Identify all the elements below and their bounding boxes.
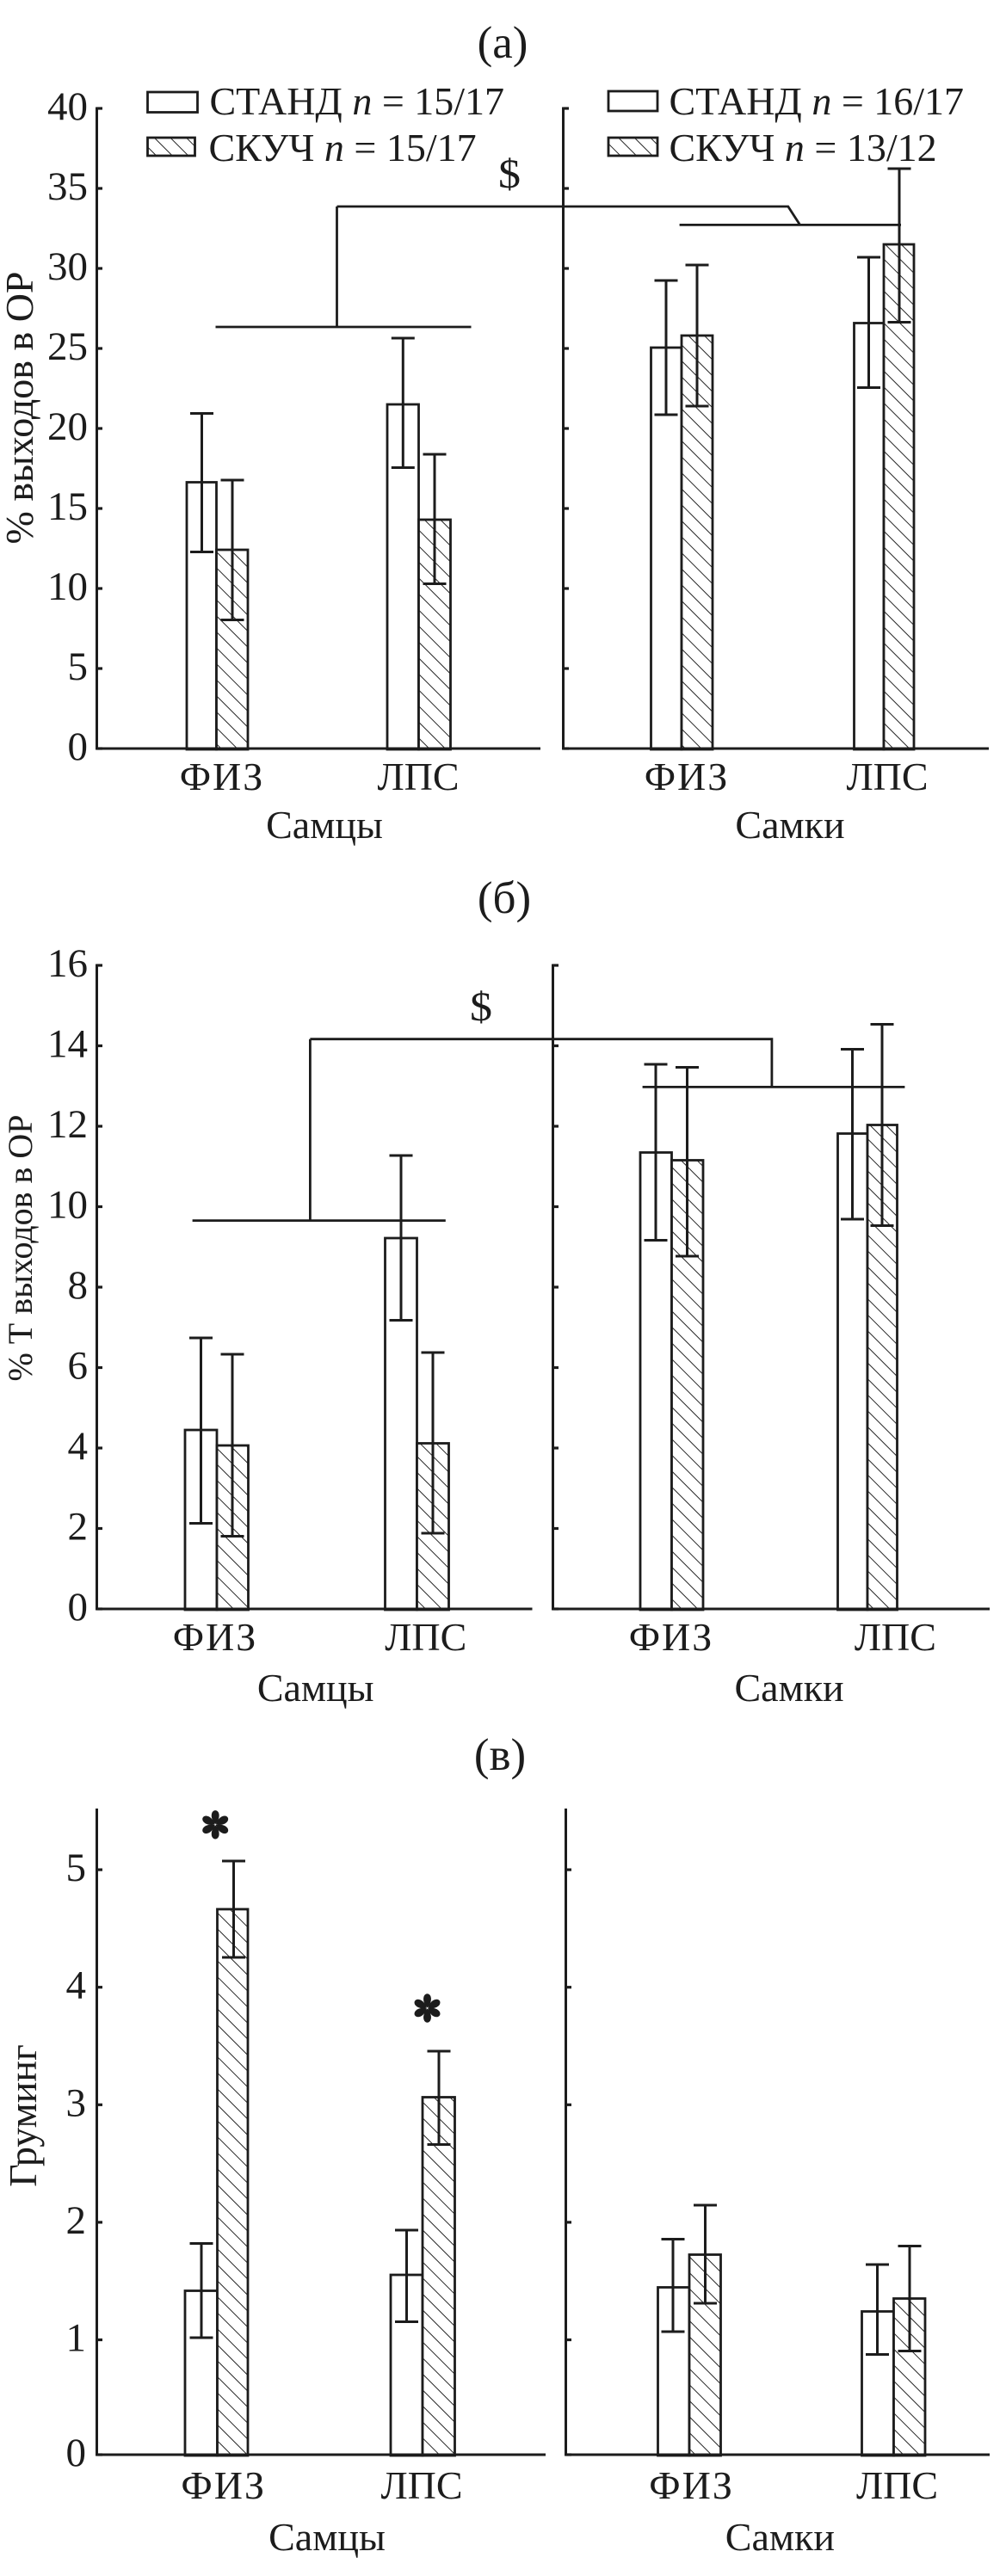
svg-text:40: 40	[47, 84, 88, 129]
svg-text:4: 4	[68, 1424, 89, 1469]
svg-text:ЛПС: ЛПС	[380, 2463, 462, 2507]
svg-text:1: 1	[66, 2316, 87, 2361]
svg-text:35: 35	[47, 164, 88, 209]
svg-text:0: 0	[66, 2431, 87, 2475]
svg-text:СТАНД n = 15/17: СТАНД n = 15/17	[210, 79, 505, 123]
svg-text:% Т выходов в ОР: % Т выходов в ОР	[1, 1114, 40, 1381]
svg-text:10: 10	[47, 1183, 88, 1228]
svg-text:Самцы: Самцы	[257, 1666, 374, 1710]
svg-text:12: 12	[47, 1102, 88, 1147]
svg-text:ФИЗ: ФИЗ	[180, 755, 265, 798]
svg-text:5: 5	[68, 644, 89, 689]
svg-text:20: 20	[47, 404, 88, 449]
svg-text:(в): (в)	[474, 1730, 526, 1780]
svg-text:Груминг: Груминг	[1, 2044, 45, 2187]
svg-text:СКУЧ n = 15/17: СКУЧ n = 15/17	[209, 126, 477, 169]
svg-text:0: 0	[68, 1585, 89, 1630]
svg-text:ФИЗ: ФИЗ	[629, 1615, 714, 1659]
svg-text:2: 2	[66, 2198, 87, 2243]
svg-text:Самцы: Самцы	[266, 803, 383, 847]
svg-text:4: 4	[66, 1963, 87, 2008]
svg-text:Самки: Самки	[735, 803, 844, 847]
svg-text:8: 8	[68, 1263, 89, 1308]
svg-text:15: 15	[47, 484, 88, 529]
svg-text:(а): (а)	[478, 18, 528, 68]
svg-text:(б): (б)	[478, 873, 531, 923]
svg-text:ЛПС: ЛПС	[856, 2463, 938, 2507]
svg-text:10: 10	[47, 564, 88, 609]
svg-text:3: 3	[66, 2080, 87, 2125]
svg-text:СТАНД n = 16/17: СТАНД n = 16/17	[670, 79, 965, 123]
svg-text:ЛПС: ЛПС	[855, 1615, 936, 1659]
svg-text:6: 6	[68, 1344, 89, 1389]
svg-text:Самки: Самки	[725, 2515, 835, 2559]
svg-text:ФИЗ: ФИЗ	[173, 1615, 258, 1659]
svg-text:0: 0	[68, 724, 89, 769]
svg-text:ФИЗ: ФИЗ	[645, 755, 730, 798]
svg-text:$: $	[470, 984, 492, 1030]
svg-text:2: 2	[68, 1505, 89, 1550]
svg-text:ЛПС: ЛПС	[385, 1615, 466, 1659]
svg-text:ФИЗ: ФИЗ	[181, 2463, 266, 2507]
svg-text:14: 14	[47, 1022, 88, 1067]
svg-text:ЛПС: ЛПС	[377, 755, 459, 798]
svg-text:ФИЗ: ФИЗ	[649, 2463, 734, 2507]
svg-text:Самцы: Самцы	[268, 2515, 386, 2559]
svg-text:30: 30	[47, 244, 88, 289]
svg-text:СКУЧ n = 13/12: СКУЧ n = 13/12	[670, 126, 937, 169]
svg-text:$: $	[498, 151, 521, 197]
svg-text:16: 16	[47, 941, 88, 986]
svg-text:Самки: Самки	[735, 1666, 844, 1710]
svg-text:25: 25	[47, 324, 88, 369]
svg-text:% выходов в ОР: % выходов в ОР	[0, 271, 41, 544]
svg-text:5: 5	[66, 1846, 87, 1890]
svg-text:ЛПС: ЛПС	[846, 755, 928, 798]
